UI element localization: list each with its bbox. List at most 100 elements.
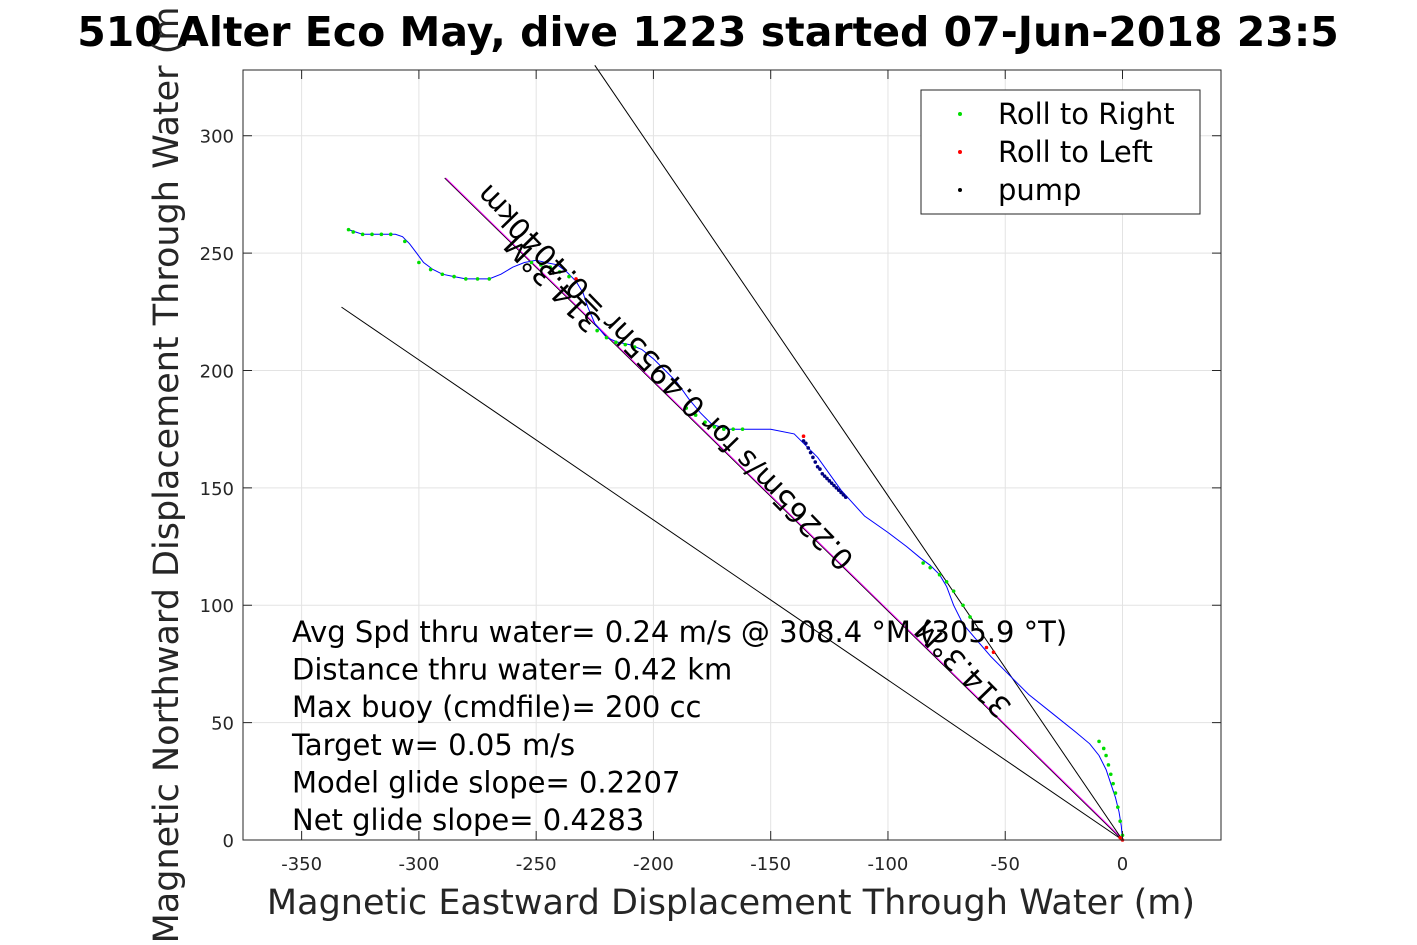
pump-point <box>801 439 806 443</box>
x-axis-label: Magnetic Eastward Displacement Through W… <box>267 883 1195 923</box>
roll-right-point <box>464 277 468 281</box>
roll-right-point <box>1113 791 1118 795</box>
roll-right-point <box>721 427 726 431</box>
pump-point <box>811 455 815 460</box>
pump-point <box>806 446 811 450</box>
roll-right-point <box>632 345 637 349</box>
x-tick-label: -50 <box>991 854 1020 875</box>
roll-right-point <box>684 406 689 410</box>
axis-ticks: -350 -300 -250 -200 -150 -100 -50 0 0 50 100 150 200… <box>200 70 1221 875</box>
roll-right-point <box>557 270 562 274</box>
roll-right-point <box>968 615 972 619</box>
roll-right-point <box>487 277 492 281</box>
roll-right-point <box>452 274 456 279</box>
y-tick-label: 250 <box>200 244 234 265</box>
pump-point <box>829 481 834 485</box>
roll-right-point <box>961 603 965 608</box>
roll-right-point <box>440 272 445 277</box>
pump-point <box>818 467 822 471</box>
x-tick-label: 0 <box>1117 854 1128 875</box>
y-tick-label: 300 <box>200 127 234 148</box>
x-tick-label: -150 <box>750 854 791 875</box>
stats-line: Avg Spd thru water= 0.24 m/s @ 308.4 °M … <box>292 615 1067 649</box>
pump-point <box>825 476 829 481</box>
reference-lines <box>341 65 1124 841</box>
legend: Roll to Right Roll to Left pump <box>920 89 1201 215</box>
glide-line-magenta <box>445 177 1124 841</box>
roll-right-point <box>928 565 932 570</box>
roll-right-point <box>417 260 421 265</box>
dive-track <box>348 229 1123 841</box>
roll-left-point <box>984 645 989 650</box>
legend-marker <box>958 112 962 116</box>
rotated-label: 0.2265m/s for 0.4955hr =0.4040km <box>470 178 861 577</box>
roll-right-point <box>1116 805 1120 809</box>
roll-right-point <box>548 265 553 269</box>
stats-line: Model glide slope= 0.2207 <box>292 765 680 799</box>
pump-point <box>827 479 832 483</box>
pump-point <box>815 464 820 469</box>
y-tick-label: 150 <box>200 479 234 500</box>
chart-title: 510 Alter Eco May, dive 1223 started 07-… <box>77 8 1339 56</box>
legend-marker <box>958 188 962 192</box>
stats-line: Target w= 0.05 m/s <box>291 728 575 762</box>
pump-point <box>808 450 813 455</box>
legend-label: Roll to Right <box>998 97 1175 131</box>
x-tick-label: -100 <box>868 854 909 875</box>
roll-right-point <box>921 561 925 565</box>
roll-right-point <box>529 260 534 265</box>
roll-left-point <box>574 277 578 281</box>
pump-point <box>834 486 839 490</box>
pump-point <box>841 493 846 497</box>
roll-right-point <box>951 589 956 593</box>
roll-right-point <box>1101 746 1106 751</box>
roll-left-point <box>991 650 996 654</box>
legend-box <box>920 89 1201 215</box>
pump-point <box>813 460 818 464</box>
x-tick-label: -300 <box>398 854 439 875</box>
roll-right-point <box>937 572 942 577</box>
pump-point <box>832 483 836 488</box>
roll-right-point <box>595 328 599 333</box>
pump-point <box>804 441 808 446</box>
y-tick-label: 100 <box>200 596 234 617</box>
grid-lines <box>243 70 1221 841</box>
roll-right-point <box>403 239 407 244</box>
roll-right-point <box>475 277 480 281</box>
pump-point <box>839 490 843 495</box>
roll-right-point <box>604 335 609 340</box>
stats-line: Max buoy (cmdfile)= 200 cc <box>292 690 701 724</box>
roll-right-point <box>944 579 949 584</box>
roll-right-point <box>351 230 356 234</box>
pump-point <box>822 474 827 478</box>
upper-bound-line <box>594 65 1123 841</box>
y-tick-label: 0 <box>223 831 234 852</box>
roll-right-point <box>388 232 393 237</box>
legend-marker <box>958 150 962 154</box>
roll-right-point <box>712 425 717 429</box>
pump-point <box>836 488 841 493</box>
lower-bound-line <box>341 306 1123 841</box>
legend-label: pump <box>998 173 1081 207</box>
stats-line: Distance thru water= 0.42 km <box>292 653 732 687</box>
roll-left-point <box>1118 835 1122 840</box>
pump-point <box>820 471 825 476</box>
glide-line-314 <box>444 177 1123 841</box>
stats-annotations: Avg Spd thru water= 0.24 m/s @ 308.4 °M … <box>291 615 1067 837</box>
roll-right-point <box>614 340 618 345</box>
roll-right-point <box>623 342 628 347</box>
y-tick-label: 50 <box>211 714 234 735</box>
roll-right-point <box>370 232 374 237</box>
roll-right-point <box>693 413 698 417</box>
roll-left-point <box>801 434 806 439</box>
roll-right-point <box>1097 739 1101 744</box>
roll-right-point <box>740 427 745 431</box>
roll-right-point <box>1104 753 1108 758</box>
roll-right-point <box>1111 781 1115 786</box>
roll-right-point <box>731 427 735 431</box>
pump-point <box>843 495 848 500</box>
y-axis-label: Magnetic Northward Displacement Through … <box>147 7 187 944</box>
track-line <box>348 229 1123 841</box>
roll-right-point <box>360 232 365 237</box>
